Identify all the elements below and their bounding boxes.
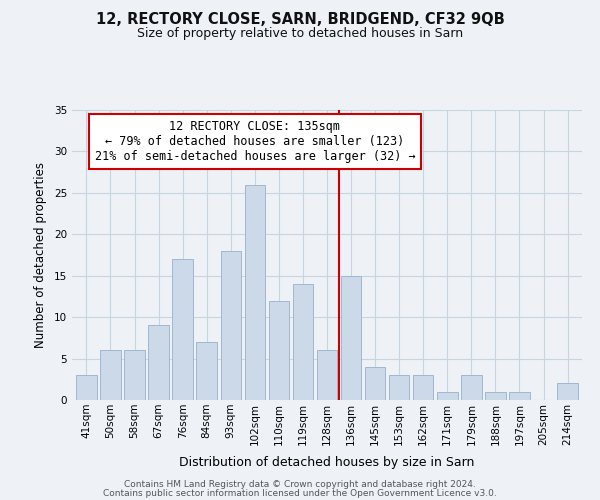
Text: Size of property relative to detached houses in Sarn: Size of property relative to detached ho…: [137, 28, 463, 40]
Bar: [509, 392, 530, 400]
Bar: [389, 375, 409, 400]
Bar: [413, 375, 433, 400]
Bar: [437, 392, 458, 400]
Bar: [365, 367, 385, 400]
Bar: [221, 251, 241, 400]
Bar: [100, 350, 121, 400]
X-axis label: Distribution of detached houses by size in Sarn: Distribution of detached houses by size …: [179, 456, 475, 469]
Text: Contains HM Land Registry data © Crown copyright and database right 2024.: Contains HM Land Registry data © Crown c…: [124, 480, 476, 489]
Text: 12, RECTORY CLOSE, SARN, BRIDGEND, CF32 9QB: 12, RECTORY CLOSE, SARN, BRIDGEND, CF32 …: [95, 12, 505, 28]
Text: 12 RECTORY CLOSE: 135sqm
← 79% of detached houses are smaller (123)
21% of semi-: 12 RECTORY CLOSE: 135sqm ← 79% of detach…: [95, 120, 415, 163]
Bar: [341, 276, 361, 400]
Bar: [172, 259, 193, 400]
Bar: [196, 342, 217, 400]
Bar: [317, 350, 337, 400]
Bar: [245, 184, 265, 400]
Bar: [293, 284, 313, 400]
Y-axis label: Number of detached properties: Number of detached properties: [34, 162, 47, 348]
Bar: [148, 326, 169, 400]
Bar: [485, 392, 506, 400]
Bar: [124, 350, 145, 400]
Bar: [76, 375, 97, 400]
Bar: [461, 375, 482, 400]
Bar: [557, 384, 578, 400]
Bar: [269, 300, 289, 400]
Text: Contains public sector information licensed under the Open Government Licence v3: Contains public sector information licen…: [103, 488, 497, 498]
